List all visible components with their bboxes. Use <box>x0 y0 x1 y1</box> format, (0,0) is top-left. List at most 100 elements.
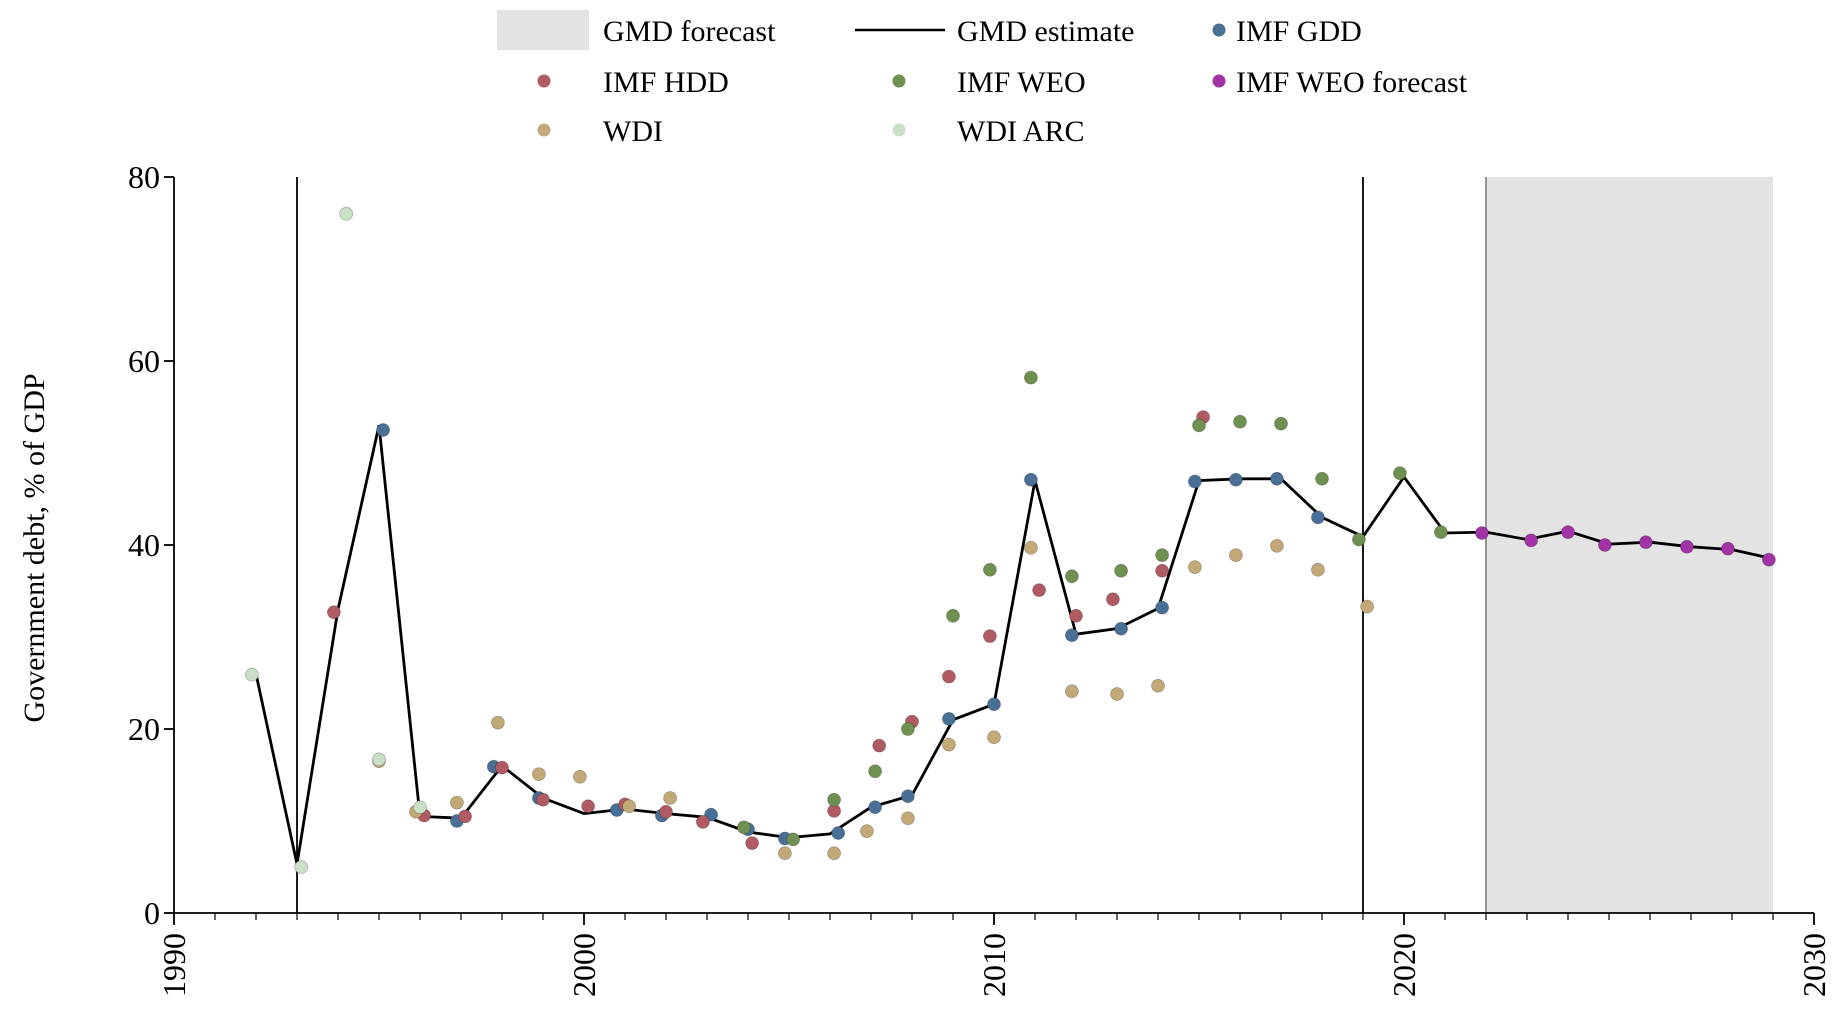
point-imf-hdd <box>872 738 887 753</box>
point-wdi <box>1065 684 1079 699</box>
point-wdi <box>987 730 1001 745</box>
point-imf-gdd <box>1024 472 1038 487</box>
point-imf-gdd <box>1065 628 1079 643</box>
legend-label-wdi-arc: WDI ARC <box>957 115 1085 148</box>
point-imf-hdd <box>495 760 509 775</box>
point-imf-hdd <box>1106 592 1120 607</box>
point-imf-hdd <box>983 629 997 643</box>
point-imf-weo <box>1315 471 1329 486</box>
point-imf-hdd <box>696 815 710 829</box>
point-wdi <box>860 824 874 838</box>
point-imf-weo-forecast <box>1561 525 1575 539</box>
point-imf-gdd <box>1188 474 1202 489</box>
point-wdi-arc <box>413 800 427 815</box>
legend-marker-imf-weo <box>892 74 906 88</box>
point-imf-weo <box>1352 532 1366 547</box>
point-imf-weo <box>946 608 960 623</box>
point-wdi <box>1270 539 1284 553</box>
point-imf-gdd <box>1311 510 1325 525</box>
point-wdi <box>1024 540 1038 555</box>
point-imf-gdd <box>942 712 956 726</box>
point-imf-hdd <box>659 804 673 819</box>
point-imf-weo <box>1274 416 1288 431</box>
series-line-gmd-estimate <box>254 425 1774 865</box>
point-imf-hdd <box>581 799 595 814</box>
point-imf-hdd <box>745 836 759 850</box>
point-imf-gdd <box>831 826 846 840</box>
point-imf-gdd <box>1155 600 1169 615</box>
point-wdi <box>942 737 956 752</box>
point-wdi <box>622 799 636 814</box>
x-tick-label: 2020 <box>1386 933 1422 997</box>
point-imf-gdd <box>868 800 882 815</box>
point-wdi-arc <box>372 752 386 767</box>
legend-label-imf-weo: IMF WEO <box>957 66 1086 99</box>
point-imf-weo <box>901 722 915 736</box>
point-imf-weo-forecast <box>1598 538 1612 552</box>
y-tick-label: 60 <box>128 343 160 379</box>
x-tick-label: 2030 <box>1796 933 1832 997</box>
point-imf-weo <box>1192 418 1206 433</box>
point-imf-weo-forecast <box>1475 526 1489 540</box>
point-imf-weo <box>1155 548 1169 562</box>
point-imf-gdd <box>1229 472 1243 487</box>
point-imf-gdd <box>987 697 1001 712</box>
x-tick-label: 2010 <box>976 933 1012 997</box>
point-imf-hdd <box>1032 583 1046 597</box>
point-imf-gdd <box>901 789 915 804</box>
legend-marker-wdi-arc <box>892 123 906 137</box>
point-imf-weo <box>983 562 997 577</box>
point-wdi <box>1110 687 1124 701</box>
legend-label-imf-weo-forecast: IMF WEO forecast <box>1236 66 1468 99</box>
y-tick-label: 40 <box>128 527 160 563</box>
point-wdi-arc <box>294 860 309 874</box>
legend-swatch-gmd-forecast <box>497 10 589 50</box>
point-wdi <box>532 767 546 781</box>
legend-marker-imf-gdd <box>1212 23 1226 37</box>
legend-marker-imf-hdd <box>537 74 551 88</box>
point-wdi <box>827 846 841 861</box>
legend: GMD forecast GMD estimate IMF GDD IMF HD… <box>497 10 1468 148</box>
point-imf-weo <box>827 792 841 807</box>
legend-label-imf-gdd: IMF GDD <box>1236 15 1362 48</box>
point-imf-weo <box>1393 466 1407 481</box>
point-imf-weo <box>737 820 751 835</box>
point-wdi <box>449 795 464 810</box>
point-imf-weo-forecast <box>1721 541 1735 556</box>
y-axis-title: Government debt, % of GDP <box>18 373 51 722</box>
point-wdi <box>1188 560 1202 574</box>
point-wdi <box>573 769 587 784</box>
point-imf-weo <box>1065 569 1079 584</box>
legend-marker-imf-weo-forecast <box>1212 74 1226 88</box>
y-tick-label: 20 <box>128 711 160 747</box>
point-wdi <box>663 791 677 805</box>
legend-label-gmd-estimate: GMD estimate <box>957 15 1134 48</box>
point-imf-weo <box>1024 370 1038 385</box>
point-imf-gdd <box>1114 621 1128 636</box>
point-imf-weo <box>1434 525 1448 539</box>
point-imf-hdd <box>326 605 341 620</box>
legend-label-imf-hdd: IMF HDD <box>603 66 729 99</box>
point-imf-hdd <box>1069 608 1083 623</box>
point-wdi <box>1311 562 1325 577</box>
y-tick-label: 80 <box>128 159 160 195</box>
x-tick-label: 1990 <box>156 933 192 997</box>
point-imf-weo <box>868 764 882 779</box>
point-wdi <box>778 846 792 861</box>
point-wdi-arc <box>244 667 259 682</box>
point-imf-hdd <box>536 792 550 807</box>
point-imf-hdd <box>458 809 473 824</box>
point-imf-weo-forecast <box>1680 539 1694 554</box>
point-wdi <box>1229 548 1243 562</box>
legend-label-wdi: WDI <box>603 115 663 148</box>
legend-label-gmd-forecast: GMD forecast <box>603 15 776 48</box>
legend-marker-wdi <box>537 123 551 137</box>
point-imf-gdd <box>1270 471 1284 486</box>
plot-area: 0 20 40 60 80 1990 2000 2010 2020 2030 <box>128 159 1832 997</box>
point-wdi <box>901 811 915 826</box>
y-tick-label: 0 <box>144 895 160 931</box>
x-tick-label: 2000 <box>566 933 602 997</box>
point-imf-hdd <box>942 669 956 684</box>
point-wdi-arc <box>339 206 354 221</box>
